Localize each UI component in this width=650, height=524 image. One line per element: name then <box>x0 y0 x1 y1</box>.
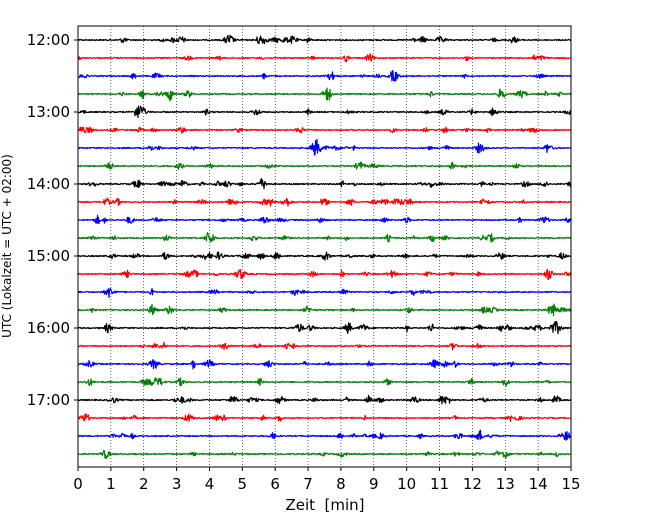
plot-frame <box>77 25 572 468</box>
x-tick-label: 15 <box>561 475 580 493</box>
trace-line <box>77 287 572 299</box>
y-tick-label: 14:00 <box>27 175 70 193</box>
trace-line <box>77 87 572 102</box>
x-axis-label: Zeit [min] <box>285 496 364 514</box>
trace-line <box>77 126 572 134</box>
trace-line <box>77 449 572 459</box>
trace-line <box>77 161 572 171</box>
x-tick-label: 3 <box>172 475 182 493</box>
trace-group <box>77 34 572 459</box>
trace-line <box>77 105 572 119</box>
x-tick-label: 2 <box>139 475 149 493</box>
trace-line <box>77 303 572 317</box>
trace-line <box>77 320 572 335</box>
y-tick-label: 13:00 <box>27 103 70 121</box>
trace-line <box>77 214 572 225</box>
trace-line <box>77 341 572 351</box>
trace-line <box>77 394 572 405</box>
y-axis-label: UTC (Lokalzeit = UTC + 02:00) <box>0 154 14 338</box>
x-axis: 0 1 2 3 4 5 6 7 8 9 10 11 12 13 14 15 <box>73 467 581 493</box>
x-tick-label: 6 <box>270 475 280 493</box>
y-tick-label: 12:00 <box>27 31 70 49</box>
trace-line <box>77 429 572 441</box>
x-tick-label: 8 <box>336 475 346 493</box>
x-tick-label: 10 <box>397 475 416 493</box>
trace-line <box>77 34 572 45</box>
trace-line <box>77 178 572 190</box>
x-tick-label: 5 <box>238 475 248 493</box>
trace-line <box>77 232 572 243</box>
x-tick-label: 9 <box>369 475 379 493</box>
x-tick-label: 11 <box>430 475 449 493</box>
trace-line <box>77 251 572 261</box>
trace-line <box>77 377 572 387</box>
x-tick-label: 13 <box>496 475 515 493</box>
x-tick-label: 0 <box>73 475 83 493</box>
trace-line <box>77 268 572 281</box>
x-tick-label: 4 <box>205 475 215 493</box>
trace-line <box>77 413 572 423</box>
x-tick-label: 12 <box>463 475 482 493</box>
trace-line <box>77 197 572 207</box>
y-tick-label: 16:00 <box>27 319 70 337</box>
x-tick-label: 14 <box>529 475 548 493</box>
trace-line <box>77 69 572 82</box>
y-axis: 12:00 13:00 14:00 15:00 16:00 17:00 <box>27 31 78 409</box>
x-tick-label: 1 <box>106 475 116 493</box>
x-tick-label: 7 <box>303 475 313 493</box>
y-tick-label: 17:00 <box>27 391 70 409</box>
plot-area <box>78 26 571 467</box>
trace-line <box>77 53 572 63</box>
y-tick-label: 15:00 <box>27 247 70 265</box>
trace-line <box>77 359 572 370</box>
trace-line <box>77 138 572 156</box>
